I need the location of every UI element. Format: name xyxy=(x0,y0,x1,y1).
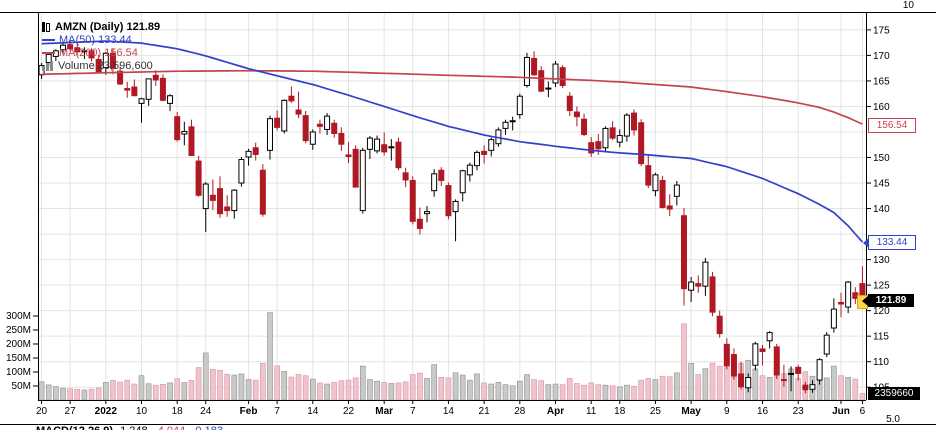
svg-text:18: 18 xyxy=(614,406,626,417)
svg-text:110: 110 xyxy=(873,357,889,368)
svg-text:100M: 100M xyxy=(6,367,31,378)
svg-text:145: 145 xyxy=(873,179,890,190)
macd-legend: MACD(12,26,9) 1.248, 4.044, 0.183 xyxy=(36,425,227,430)
svg-text:300M: 300M xyxy=(6,311,31,322)
ma50-legend-label: MA(50) 133.44 xyxy=(59,33,132,46)
svg-text:6: 6 xyxy=(860,406,866,417)
svg-text:7: 7 xyxy=(410,406,416,417)
x-axis-labels: 20 27 2022 10 18 24 Feb 7 14 22 Mar 7 14 21 28 Apr 11 18 2… xyxy=(36,400,866,417)
svg-text:24: 24 xyxy=(200,406,212,417)
svg-text:140: 140 xyxy=(873,204,890,215)
macd-value-3: 0.183 xyxy=(195,425,223,430)
svg-text:21: 21 xyxy=(479,406,491,417)
svg-text:27: 27 xyxy=(65,406,77,417)
volume-tag: 2359660 xyxy=(868,387,920,400)
volume-bars-icon xyxy=(42,60,54,71)
svg-text:125: 125 xyxy=(873,281,890,292)
svg-text:11: 11 xyxy=(586,406,597,417)
svg-text:23: 23 xyxy=(793,406,805,417)
volume-legend-row: Volume 23,596,600 xyxy=(42,59,160,72)
svg-text:115: 115 xyxy=(873,332,889,343)
svg-text:Jun: Jun xyxy=(832,406,850,417)
candlestick-icon xyxy=(42,21,51,32)
volume-legend-label: Volume 23,596,600 xyxy=(58,59,153,72)
svg-text:Mar: Mar xyxy=(375,406,393,417)
axes xyxy=(0,12,936,425)
svg-text:28: 28 xyxy=(514,406,526,417)
svg-text:200M: 200M xyxy=(6,339,31,350)
svg-text:14: 14 xyxy=(307,406,319,417)
macd-pane-tick-label: 5.0 xyxy=(886,414,900,425)
svg-text:Feb: Feb xyxy=(240,406,258,417)
candlesticks xyxy=(38,39,866,394)
svg-text:May: May xyxy=(681,406,701,417)
svg-text:9: 9 xyxy=(724,406,730,417)
svg-text:170: 170 xyxy=(873,51,890,62)
ma50-legend-row: MA(50) 133.44 xyxy=(42,33,160,46)
svg-text:2022: 2022 xyxy=(95,406,118,417)
svg-text:160: 160 xyxy=(873,102,890,113)
ma200-line xyxy=(41,69,863,125)
ma200-price-tag: 156.54 xyxy=(868,118,916,133)
svg-text:10: 10 xyxy=(136,406,148,417)
svg-text:150M: 150M xyxy=(6,353,31,364)
gridlines xyxy=(38,12,866,400)
macd-value-2: 4.044, xyxy=(158,425,189,430)
ma50-price-tag: 133.44 xyxy=(863,235,916,250)
svg-text:16: 16 xyxy=(757,406,769,417)
svg-text:165: 165 xyxy=(873,76,890,87)
svg-text:150: 150 xyxy=(873,153,890,164)
ma200-line-icon xyxy=(42,51,55,54)
svg-text:250M: 250M xyxy=(6,325,31,336)
svg-text:7: 7 xyxy=(274,406,280,417)
price-axis-labels: 175170165160150145140130125120115110105 xyxy=(866,25,890,394)
volume-axis-labels: 300M 250M 200M 150M 100M 50M xyxy=(6,311,38,392)
ma200-legend-label: MA(200) 156.54 xyxy=(59,46,138,59)
svg-text:20: 20 xyxy=(36,406,48,417)
ma200-legend-row: MA(200) 156.54 xyxy=(42,46,160,59)
svg-text:14: 14 xyxy=(443,406,455,417)
chart-legend: AMZN (Daily) 121.89 MA(50) 133.44 MA(200… xyxy=(42,20,160,72)
upper-pane-tick-label: 10 xyxy=(902,0,914,11)
last-price-tag: 121.89 xyxy=(862,294,914,307)
chart-title: AMZN (Daily) 121.89 xyxy=(55,20,161,33)
ma50-line xyxy=(41,40,864,243)
svg-text:22: 22 xyxy=(343,406,355,417)
svg-text:130: 130 xyxy=(873,255,890,266)
ma50-line-icon xyxy=(42,38,55,41)
svg-text:18: 18 xyxy=(172,406,184,417)
svg-text:25: 25 xyxy=(650,406,662,417)
svg-text:175: 175 xyxy=(873,25,890,36)
macd-label: MACD(12,26,9) xyxy=(36,425,113,430)
svg-text:120: 120 xyxy=(873,306,890,317)
svg-text:Apr: Apr xyxy=(547,406,564,417)
chart-title-row: AMZN (Daily) 121.89 xyxy=(42,20,160,33)
macd-value-1: 1.248, xyxy=(120,425,151,430)
svg-text:50M: 50M xyxy=(12,381,31,392)
